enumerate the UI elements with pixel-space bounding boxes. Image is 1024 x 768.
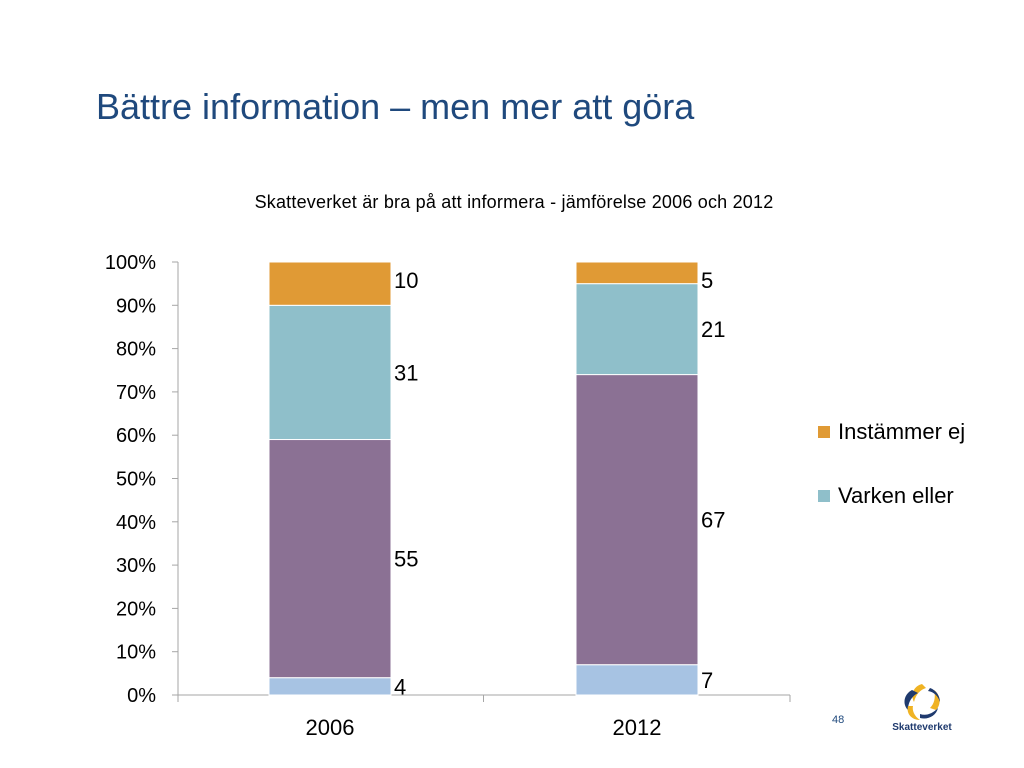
- data-label: 67: [701, 508, 725, 533]
- data-label: 21: [701, 317, 725, 342]
- legend-label-varken-eller: Varken eller: [838, 483, 954, 508]
- x-category-label: 2006: [306, 715, 355, 740]
- data-label: 5: [701, 268, 713, 293]
- y-tick-label: 10%: [116, 642, 156, 664]
- legend-label-instammer-ej: Instämmer ej: [838, 419, 966, 444]
- data-label: 55: [394, 547, 418, 572]
- x-category-label: 2012: [613, 715, 662, 740]
- y-tick-label: 40%: [116, 512, 156, 534]
- y-tick-label: 90%: [116, 295, 156, 317]
- bar-segment: [575, 283, 699, 376]
- y-tick-label: 70%: [116, 382, 156, 404]
- bar-segment: [268, 677, 392, 696]
- legend-swatch-varken-eller: [818, 490, 830, 502]
- y-tick-label: 20%: [116, 598, 156, 620]
- y-tick-label: 100%: [105, 252, 156, 274]
- bar-segment: [575, 261, 699, 285]
- page-number: 48: [832, 714, 845, 726]
- legend-item-instammer-ej: Instämmer ej: [818, 418, 965, 446]
- legend-item-varken-eller: Varken eller: [818, 482, 965, 510]
- chart-title: Skatteverket är bra på att informera - j…: [254, 192, 774, 212]
- bar-segment: [575, 374, 699, 666]
- y-tick-label: 50%: [116, 469, 156, 491]
- skatteverket-logo: Skatteverket: [882, 676, 962, 736]
- bar-segment: [575, 664, 699, 696]
- bar-segment: [268, 439, 392, 679]
- bar-segment: [268, 261, 392, 306]
- y-tick-label: 80%: [116, 339, 156, 361]
- y-tick-label: 60%: [116, 425, 156, 447]
- data-label: 31: [394, 360, 418, 385]
- y-tick-label: 0%: [127, 685, 156, 707]
- y-tick-label: 30%: [116, 555, 156, 577]
- data-label: 10: [394, 268, 418, 293]
- logo-text: Skatteverket: [892, 722, 952, 733]
- data-label: 7: [701, 668, 713, 693]
- skatteverket-logo-icon: [904, 684, 940, 720]
- slide-title: Bättre information – men mer att göra: [96, 86, 695, 127]
- chart-legend: Instämmer ej Varken eller: [818, 418, 965, 546]
- legend-swatch-instammer-ej: [818, 426, 830, 438]
- data-label: 4: [394, 674, 406, 699]
- bar-segment: [268, 304, 392, 441]
